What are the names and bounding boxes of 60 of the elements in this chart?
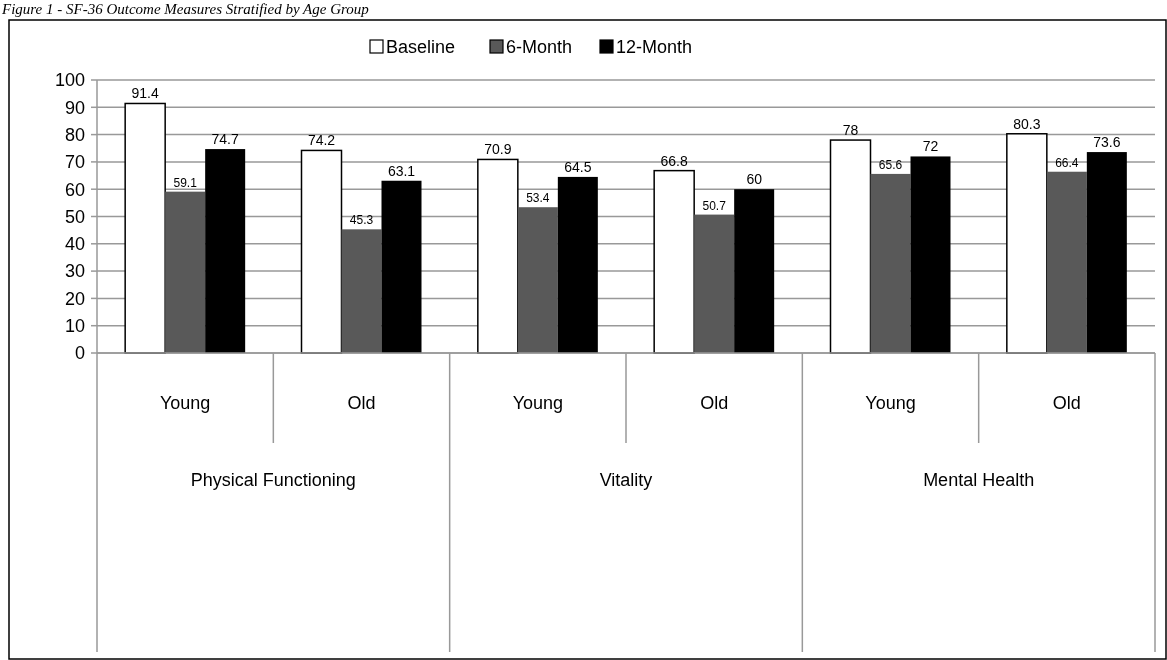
data-label: 53.4	[526, 191, 550, 206]
data-label: 73.6	[1093, 134, 1121, 151]
bar	[734, 189, 775, 353]
data-label: 66.8	[660, 152, 688, 169]
y-tick-label: 30	[64, 261, 85, 282]
y-tick-label: 40	[64, 234, 85, 255]
y-tick-label: 90	[64, 97, 85, 118]
legend-label: Baseline	[386, 37, 456, 58]
x-tick-label: Young	[159, 393, 211, 414]
bar	[870, 173, 911, 353]
y-tick-label: 70	[64, 152, 85, 173]
data-label: 91.4	[131, 85, 159, 102]
data-label: 50.7	[702, 198, 727, 213]
data-label: 65.6	[878, 157, 903, 172]
legend-label: 12-Month	[616, 37, 693, 58]
bar	[557, 176, 598, 353]
legend-label: 6-Month	[506, 37, 573, 58]
data-label: 66.4	[1055, 155, 1079, 170]
bar	[124, 102, 166, 354]
data-label: 70.9	[484, 141, 512, 158]
data-label: 78	[842, 122, 859, 139]
text: Physical Functioning	[190, 470, 356, 491]
bar	[381, 180, 422, 353]
x-tick-label: Old	[1052, 393, 1081, 414]
bar	[517, 207, 558, 353]
data-label: 64.5	[564, 158, 592, 175]
data-label: 63.1	[387, 162, 416, 179]
data-label: 45.3	[349, 213, 374, 228]
bar	[165, 191, 206, 353]
data-label: 74.7	[211, 131, 239, 148]
bar	[1046, 171, 1087, 353]
data-label: 59.1	[173, 175, 198, 190]
y-tick-label: 20	[64, 288, 85, 309]
bar	[341, 229, 382, 353]
bar	[1086, 152, 1127, 353]
x-tick-label: Old	[700, 393, 729, 414]
bar	[653, 169, 695, 354]
y-tick-label: 10	[64, 316, 85, 336]
x-tick-label: Old	[347, 393, 376, 414]
bar	[300, 149, 343, 354]
bar	[910, 156, 951, 353]
x-tick-label: Young	[512, 393, 564, 414]
chart-title: Figure 1 - SF-36 Outcome Measures Stratified by Age Group	[1, 1, 370, 17]
data-label: 74.2	[307, 132, 336, 149]
x-tick-label: Young	[865, 393, 916, 414]
y-tick-label: 60	[64, 179, 85, 200]
data-label: 80.3	[1013, 115, 1041, 132]
y-tick-label: 80	[64, 124, 85, 145]
text: Vitality	[599, 470, 653, 491]
data-label: 72	[922, 138, 939, 155]
bar	[1006, 133, 1048, 354]
y-tick-label: 50	[64, 206, 85, 227]
bar	[477, 158, 519, 354]
bar	[694, 214, 735, 353]
text: Mental Health	[923, 470, 1035, 491]
y-tick-label: 0	[74, 343, 85, 364]
data-label: 60	[746, 171, 763, 188]
bar	[205, 149, 246, 353]
y-tick-label: 100	[54, 70, 85, 91]
bar	[829, 139, 872, 354]
